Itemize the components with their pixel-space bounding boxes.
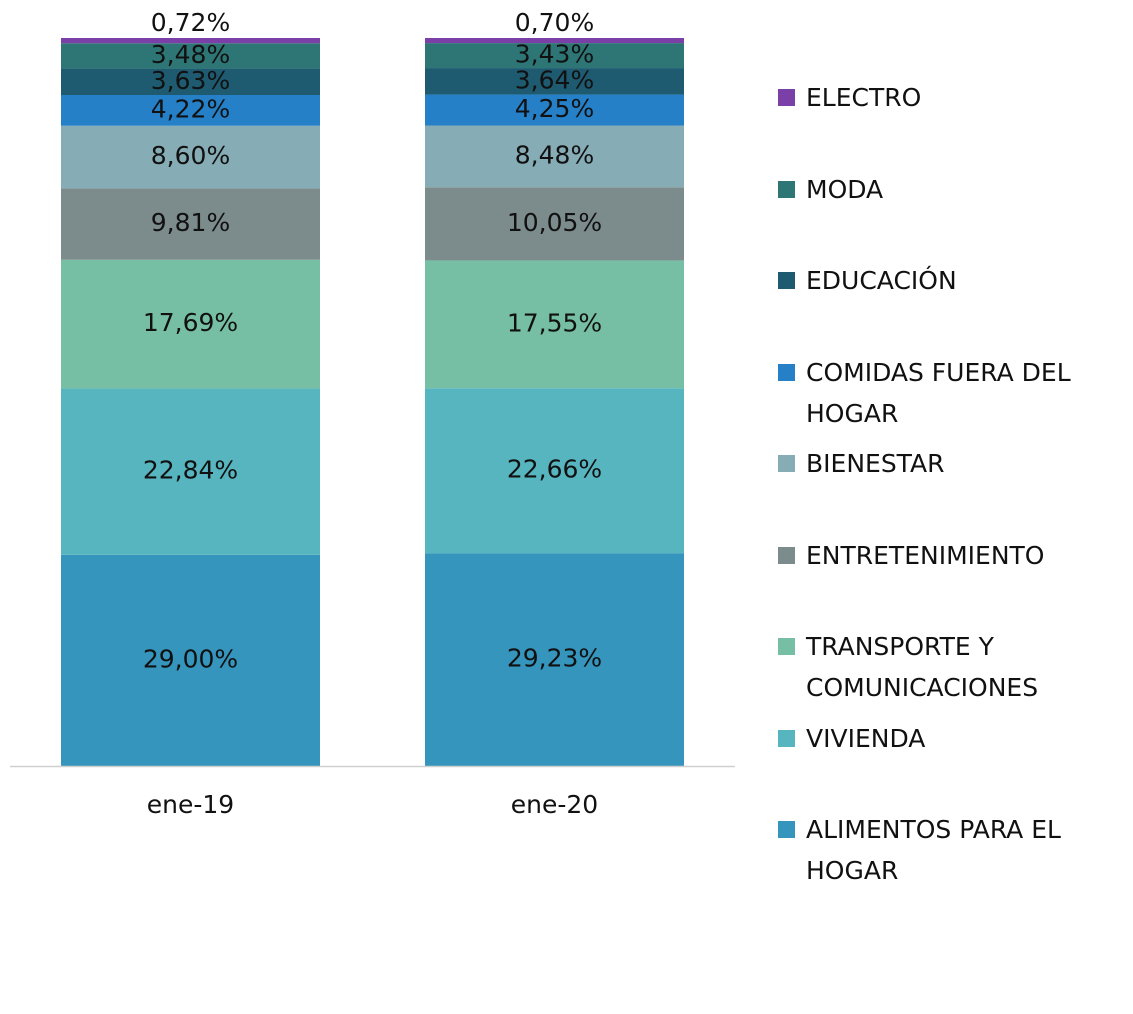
legend-swatch [778,363,795,381]
legend-item: ALIMENTOS PARA EL HOGAR [778,809,1128,891]
bar-segment [61,38,320,44]
data-label: 29,23% [507,644,602,673]
bar-segment [425,43,684,69]
legend-label: ELECTRO [806,83,922,112]
data-label: 8,48% [515,140,594,169]
data-label: 0,70% [515,8,594,37]
bar-segment [425,187,684,261]
bar-segment [61,259,320,389]
x-tick-label: ene-19 [147,790,234,819]
bar-segment [425,125,684,188]
legend-label: COMIDAS FUERA DEL HOGAR [806,357,1071,428]
legend-item: ENTRETENIMIENTO [778,535,1128,576]
bar-segment [61,125,320,189]
legend-item: ELECTRO [778,77,1128,118]
data-label: 4,22% [151,94,230,123]
data-label: 22,84% [143,456,238,485]
data-label: 9,81% [151,208,230,237]
legend-swatch [778,638,795,655]
bar-segment [61,388,320,555]
bar-segment [425,38,684,44]
legend-label: EDUCACIÓN [806,266,957,295]
legend-label: ENTRETENIMIENTO [806,540,1045,570]
legend-label: VIVIENDA [806,723,926,753]
legend-swatch [778,455,795,472]
bar-segment [61,68,320,96]
data-label: 3,43% [515,40,594,69]
data-label: 4,25% [515,94,594,123]
legend-swatch [778,272,795,289]
data-label: 3,63% [151,66,230,95]
data-label: 17,55% [507,308,602,337]
legend-item: BIENESTAR [778,443,1128,484]
bar-segment [61,95,320,126]
data-label: 10,05% [507,208,602,237]
data-label: 0,72% [151,8,230,37]
x-tick-label: ene-20 [511,790,598,819]
bar-segment [61,43,320,69]
legend-swatch [778,180,795,198]
bar-segment [61,188,320,260]
legend-item: MODA [778,169,1128,210]
legend-item: EDUCACIÓN [778,260,1128,301]
legend-label: BIENESTAR [806,449,945,478]
bar-segment [425,260,684,389]
legend-item: VIVIENDA [778,718,1128,759]
bar-segment [61,554,320,766]
data-label: 29,00% [143,644,238,673]
legend-swatch [778,821,795,838]
bar-segment [425,388,684,554]
legend-swatch [778,546,795,564]
data-label: 3,48% [151,40,230,69]
data-label: 3,64% [515,65,594,94]
legend-swatch [778,729,795,747]
bar-segment [425,553,684,766]
data-label: 22,66% [507,455,602,484]
data-label: 17,69% [143,308,238,337]
legend-item: COMIDAS FUERA DEL HOGAR [778,352,1128,434]
legend-label: ALIMENTOS PARA EL HOGAR [806,815,1061,885]
legend-swatch [778,89,795,106]
bar-segment [425,68,684,95]
legend-label: TRANSPORTE Y COMUNICACIONES [806,632,1039,702]
data-label: 8,60% [151,141,230,170]
chart: 29,00%22,84%17,69%9,81%8,60%4,22%3,63%3,… [10,8,735,819]
bar-segment [425,94,684,126]
legend-label: MODA [806,174,884,204]
legend-item: TRANSPORTE Y COMUNICACIONES [778,626,1128,708]
